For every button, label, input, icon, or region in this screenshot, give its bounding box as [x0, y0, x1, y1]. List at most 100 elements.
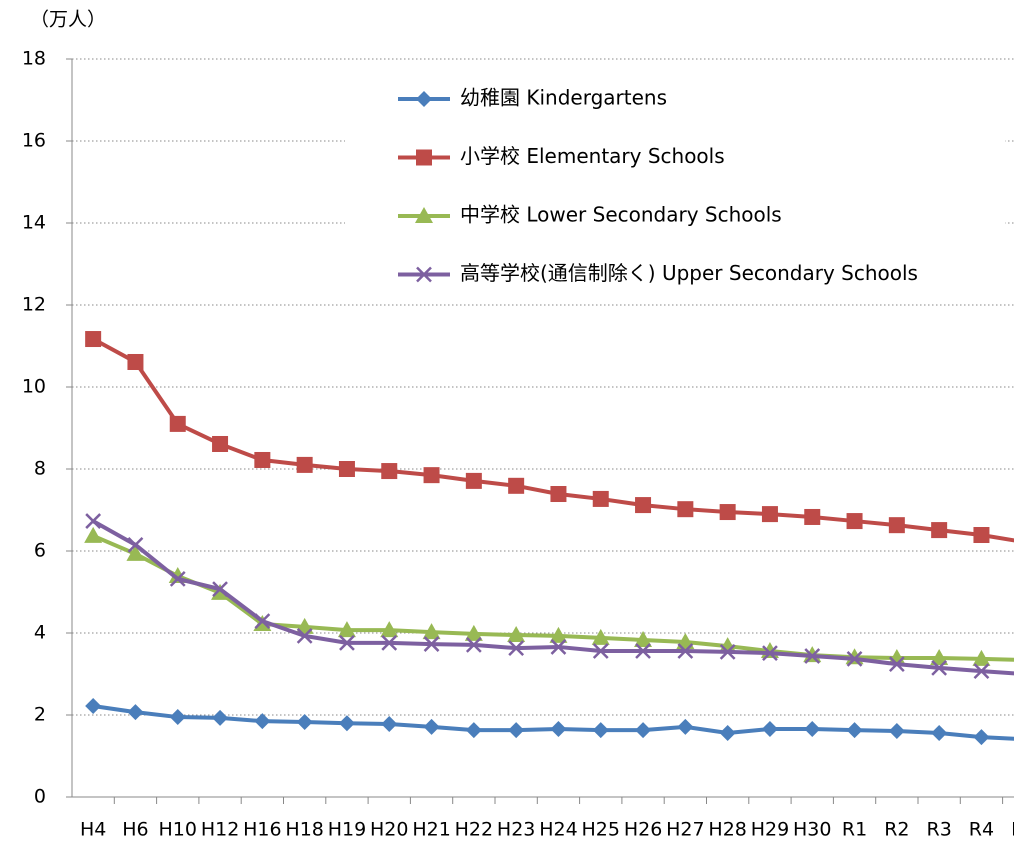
marker [972, 649, 991, 666]
marker [846, 650, 863, 667]
marker [380, 621, 399, 638]
x-tick-label: R1 [842, 819, 867, 841]
y-tick-label: 8 [34, 458, 46, 480]
marker [127, 704, 144, 721]
x-tick-label: H18 [285, 819, 323, 841]
marker [635, 643, 651, 659]
marker [804, 648, 821, 664]
y-tick-label: 18 [22, 48, 46, 70]
marker [677, 643, 694, 659]
marker [84, 526, 103, 543]
marker [127, 536, 144, 553]
marker [592, 722, 609, 739]
marker [169, 709, 186, 726]
x-tick-label: H29 [751, 819, 789, 841]
marker [212, 435, 229, 452]
marker [296, 627, 313, 644]
marker [973, 663, 990, 680]
y-tick-label: 10 [22, 376, 46, 398]
x-tick-label: H28 [708, 819, 746, 841]
x-tick-label: H25 [582, 819, 620, 841]
marker [719, 504, 736, 521]
marker [846, 513, 863, 530]
marker [338, 715, 355, 732]
x-tick-label: H26 [624, 819, 662, 841]
marker [846, 722, 863, 739]
marker [337, 621, 356, 638]
marker [550, 486, 567, 503]
marker [169, 415, 186, 432]
series-line [92, 337, 1014, 543]
x-tick-label: H19 [328, 819, 366, 841]
marker [931, 659, 948, 676]
marker [635, 722, 652, 739]
y-axis-label: （万人） [30, 9, 106, 31]
y-tick-label: 0 [34, 786, 46, 808]
marker [973, 527, 990, 544]
marker [254, 451, 271, 468]
legend-box [345, 72, 1005, 294]
legend-label: 高等学校(通信制除く) Upper Secondary Schools [460, 261, 918, 285]
marker [338, 461, 355, 477]
x-tick-label: H22 [455, 819, 493, 841]
x-tick-label: R4 [969, 819, 994, 841]
marker [762, 645, 778, 661]
marker [423, 467, 440, 484]
marker [888, 722, 905, 739]
legend-label: 小学校 Elementary Schools [460, 144, 725, 168]
marker [888, 656, 905, 673]
marker [126, 544, 145, 561]
marker [339, 634, 355, 651]
marker [550, 639, 567, 655]
marker [296, 456, 313, 473]
marker [464, 624, 483, 641]
x-tick-label: H20 [370, 819, 408, 841]
x-tick-label: R2 [884, 819, 909, 841]
legend-marker [416, 91, 432, 107]
y-tick-label: 4 [34, 622, 46, 644]
y-tick-label: 14 [22, 212, 46, 234]
marker [973, 729, 990, 746]
marker [85, 331, 102, 348]
marker [381, 634, 398, 651]
marker [591, 628, 610, 645]
x-tick-label: H21 [412, 819, 450, 841]
marker [423, 718, 440, 735]
marker [761, 506, 778, 523]
x-tick-label: H16 [243, 819, 281, 841]
legend-label: 幼稚園 Kindergartens [460, 86, 667, 110]
marker [127, 353, 144, 370]
marker [719, 643, 736, 660]
marker [677, 501, 694, 518]
marker [212, 709, 229, 726]
marker [761, 720, 778, 737]
x-tick-label: H6 [122, 819, 148, 841]
marker [804, 508, 821, 525]
legend: 幼稚園 Kindergartens 小学校 Elementary Schools 中… [345, 72, 1005, 294]
marker [254, 713, 271, 730]
y-tick-label: 6 [34, 540, 46, 562]
marker [85, 513, 102, 529]
legend-marker [415, 207, 433, 223]
legend-marker [416, 266, 432, 283]
x-tick-label: H23 [497, 819, 535, 841]
marker [592, 643, 609, 659]
marker [804, 720, 821, 737]
marker [381, 463, 398, 480]
legend-marker [416, 149, 432, 166]
x-tick-label: H27 [666, 819, 704, 841]
marker [211, 583, 230, 600]
marker [634, 630, 653, 647]
y-tick-label: 16 [22, 130, 46, 152]
x-tick-label: H12 [201, 819, 239, 841]
y-tick-label: 12 [22, 294, 46, 316]
marker [931, 725, 948, 742]
x-tick-label: R3 [927, 819, 952, 841]
marker [635, 497, 652, 514]
marker [212, 581, 228, 598]
marker [508, 722, 525, 739]
marker [550, 720, 567, 737]
marker [254, 613, 271, 629]
marker [719, 725, 736, 742]
